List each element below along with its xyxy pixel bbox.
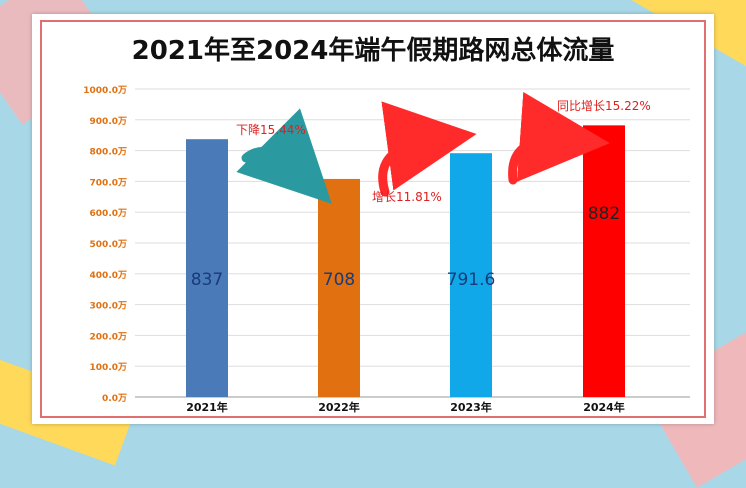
y-tick-label: 400.0万 [90, 270, 127, 281]
y-tick-label: 0.0万 [102, 393, 127, 404]
change-arrow [508, 91, 610, 185]
bar-value-label: 791.6 [447, 270, 496, 290]
card-border-left [40, 20, 42, 418]
bar-chart: 0.0万 100.0万 200.0万 300.0万 400.0万 500.0万 600.0万… [83, 85, 690, 414]
x-tick-label: 2024年 [583, 400, 625, 414]
y-tick-label: 600.0万 [90, 208, 127, 219]
bar [450, 153, 492, 397]
x-tick-label: 2022年 [318, 400, 360, 414]
y-tick-label: 300.0万 [90, 301, 127, 312]
y-tick-label: 800.0万 [90, 147, 127, 158]
change-arrow [236, 108, 332, 204]
y-tick-label: 700.0万 [90, 177, 127, 188]
bar-value-label: 837 [191, 270, 223, 290]
card-border-top [40, 20, 706, 22]
x-tick-label: 2021年 [186, 400, 228, 414]
change-annotation: 同比增长15.22% [557, 99, 651, 113]
bar-value-label: 708 [323, 270, 355, 290]
card-border-right [704, 20, 706, 418]
change-annotation: 下降15.44% [236, 123, 306, 137]
y-tick-label: 100.0万 [90, 362, 127, 373]
bar [583, 125, 625, 398]
bar-value-label: 882 [588, 204, 620, 224]
change-annotation: 增长11.81% [372, 190, 442, 204]
bar [186, 139, 228, 398]
y-tick-label: 200.0万 [90, 331, 127, 342]
change-arrow [378, 101, 477, 197]
bar [318, 178, 360, 397]
x-tick-label: 2023年 [450, 400, 492, 414]
chart-title: 2021年至2024年端午假期路网总体流量 [131, 36, 615, 66]
y-tick-label: 1000.0万 [83, 85, 127, 96]
y-tick-label: 900.0万 [90, 116, 127, 127]
y-tick-label: 500.0万 [90, 239, 127, 250]
card-border-bottom [40, 416, 706, 418]
